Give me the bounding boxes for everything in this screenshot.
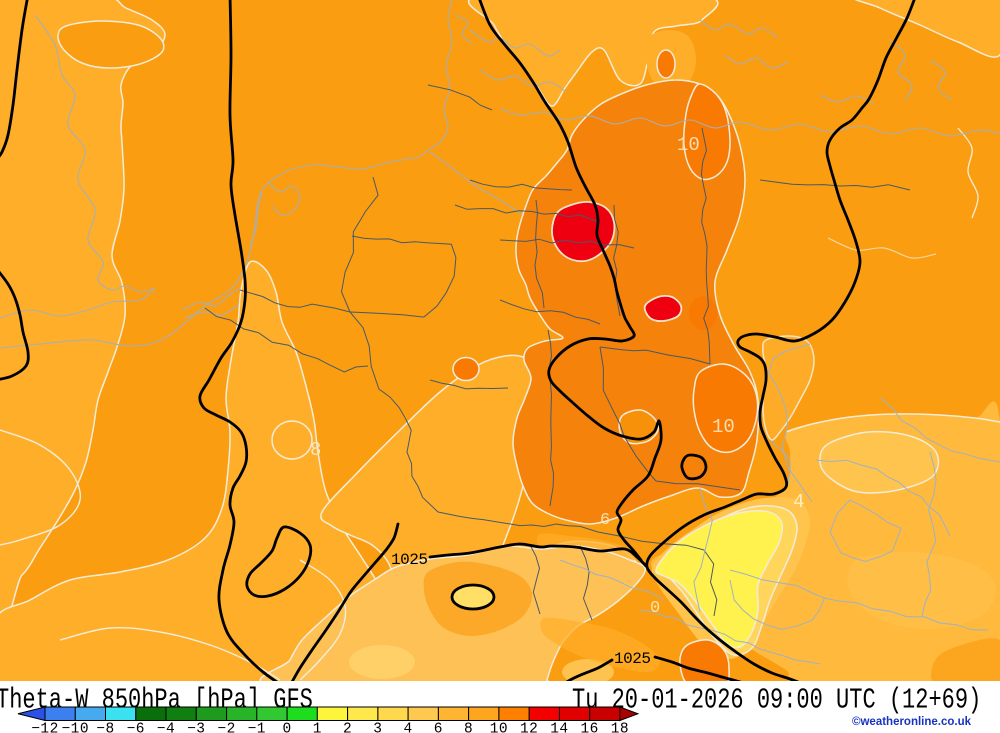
svg-text:−3: −3 bbox=[187, 722, 205, 733]
svg-text:6: 6 bbox=[600, 511, 610, 530]
svg-text:18: 18 bbox=[611, 722, 629, 733]
svg-text:−6: −6 bbox=[127, 722, 145, 733]
svg-text:10: 10 bbox=[490, 722, 508, 733]
svg-text:2: 2 bbox=[343, 722, 352, 733]
svg-text:3: 3 bbox=[373, 722, 382, 733]
svg-text:0: 0 bbox=[282, 722, 291, 733]
svg-text:4: 4 bbox=[403, 722, 412, 733]
svg-text:1025: 1025 bbox=[391, 551, 428, 569]
svg-text:−2: −2 bbox=[217, 722, 235, 733]
svg-text:8: 8 bbox=[310, 439, 321, 461]
svg-text:−12: −12 bbox=[31, 722, 59, 733]
svg-text:1025: 1025 bbox=[614, 650, 651, 668]
svg-text:−4: −4 bbox=[157, 722, 175, 733]
svg-text:10: 10 bbox=[712, 416, 735, 438]
svg-text:10: 10 bbox=[677, 134, 700, 156]
svg-text:6: 6 bbox=[434, 722, 443, 733]
svg-text:14: 14 bbox=[550, 722, 568, 733]
svg-text:−8: −8 bbox=[96, 722, 114, 733]
svg-text:12: 12 bbox=[520, 722, 538, 733]
svg-text:1: 1 bbox=[313, 722, 322, 733]
svg-text:4: 4 bbox=[793, 491, 804, 513]
svg-text:8: 8 bbox=[464, 722, 473, 733]
svg-text:0: 0 bbox=[650, 599, 660, 618]
svg-text:−1: −1 bbox=[248, 722, 266, 733]
svg-text:16: 16 bbox=[580, 722, 598, 733]
svg-text:−10: −10 bbox=[61, 722, 89, 733]
